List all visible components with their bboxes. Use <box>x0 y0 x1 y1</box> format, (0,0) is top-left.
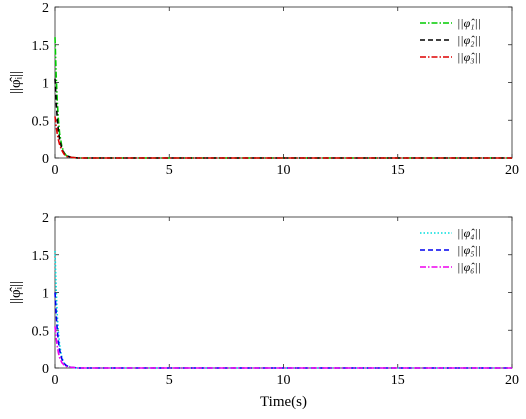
y-axis-label: ||φ̂ᵢ|| <box>8 281 24 304</box>
legend-label: ||φ̂₃|| <box>457 50 481 64</box>
y-axis-label: ||φ̂ᵢ|| <box>8 71 24 94</box>
x-tick-label: 5 <box>166 373 173 388</box>
y-tick-label: 1.5 <box>32 39 50 54</box>
legend: ||φ̂₄|| ||φ̂₅|| ||φ̂₆|| <box>420 226 481 274</box>
y-tick-label: 0.5 <box>32 114 50 129</box>
legend-label: ||φ̂₂|| <box>457 33 481 47</box>
y-tick-label: 2 <box>42 211 49 226</box>
y-tick-label: 1.5 <box>32 249 50 264</box>
plot-panel-1: 0 5 10 15 2000.511.52||φ̂ᵢ||||φ̂₁||||φ̂₂||||… <box>8 1 519 178</box>
plot-frame <box>54 6 513 159</box>
y-tick-label: 0 <box>42 362 49 377</box>
x-tick-label: 0 <box>52 163 59 178</box>
x-tick-label: 20 <box>505 373 519 388</box>
x-tick-label: 0 <box>52 373 59 388</box>
x-axis-label: Time(s) <box>260 394 307 410</box>
legend-label: ||φ̂₅|| <box>457 243 481 257</box>
legend-label: ||φ̂₁|| <box>457 16 481 30</box>
x-tick-label: 15 <box>391 163 405 178</box>
y-tick-label: 0 <box>42 152 49 167</box>
plot-frame <box>54 216 513 369</box>
y-tick-label: 2 <box>42 1 49 16</box>
x-tick-label: 10 <box>277 163 291 178</box>
plot-panel-2: 0 5 10 15 2000.511.52||φ̂ᵢ||Time(s)||φ̂₄||||… <box>8 211 519 410</box>
y-tick-label: 1 <box>42 287 49 302</box>
y-tick-label: 0.5 <box>32 324 50 339</box>
series-line-6 <box>54 326 512 369</box>
legend-label: ||φ̂₄|| <box>457 226 481 240</box>
legend-label: ||φ̂₆|| <box>457 260 481 274</box>
x-tick-label: 5 <box>166 163 173 178</box>
series-line-3 <box>54 116 512 159</box>
y-tick-label: 1 <box>42 77 49 92</box>
legend: ||φ̂₁|| ||φ̂₂|| ||φ̂₃|| <box>420 16 481 64</box>
x-tick-label: 20 <box>505 163 519 178</box>
x-tick-label: 10 <box>277 373 291 388</box>
x-tick-label: 15 <box>391 373 405 388</box>
